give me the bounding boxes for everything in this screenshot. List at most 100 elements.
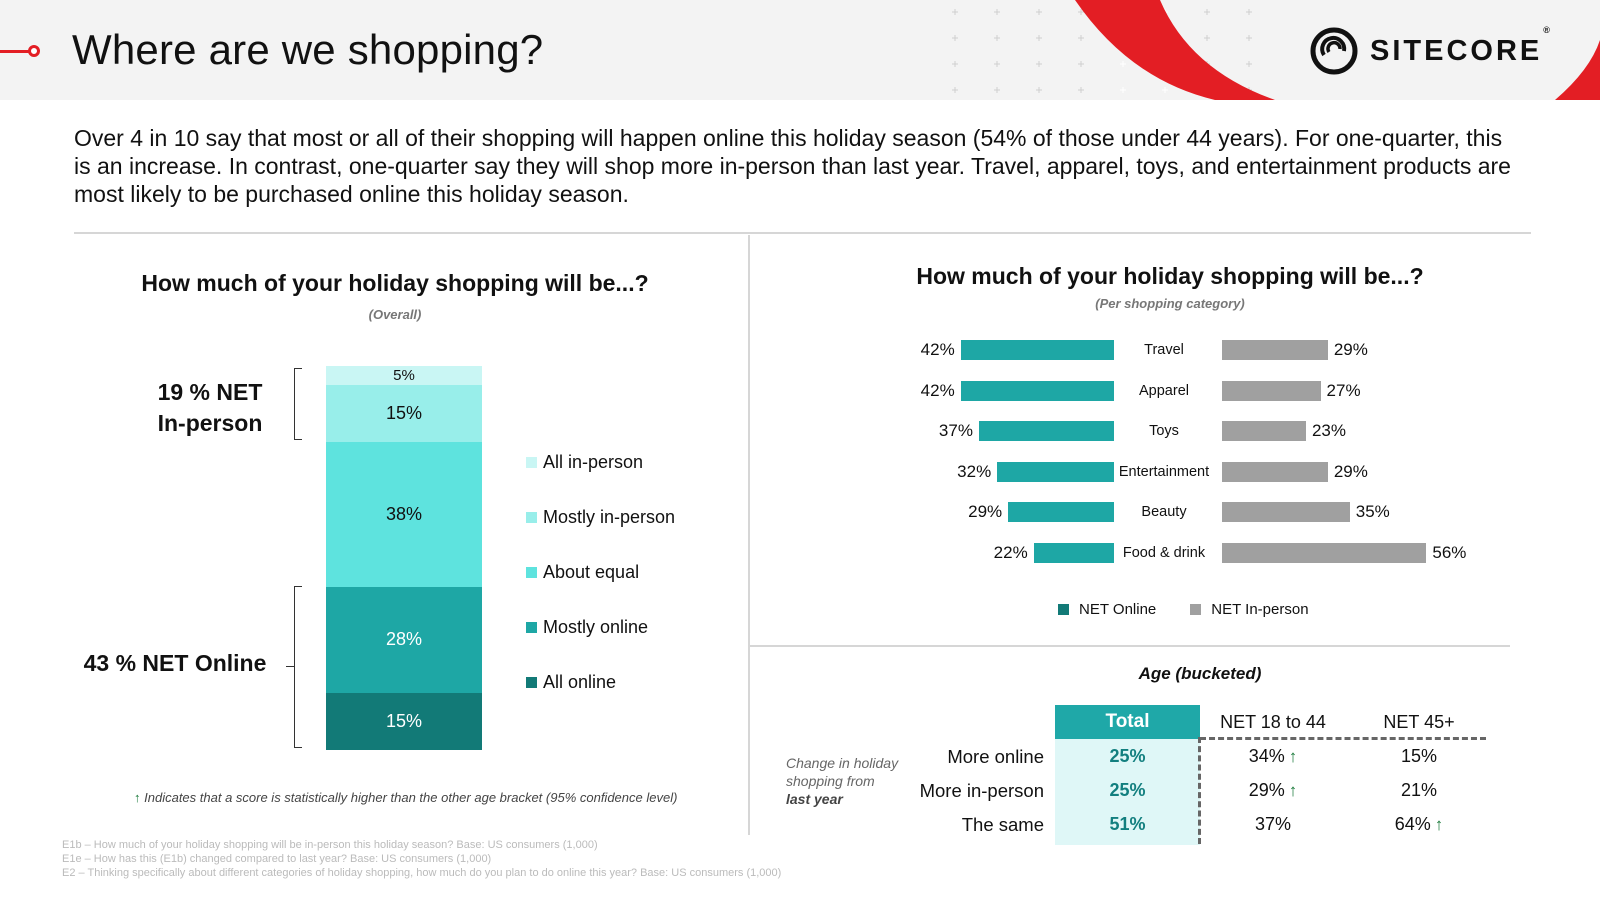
table-cell: 15% — [1349, 746, 1489, 767]
table-header-total: Total — [1055, 705, 1200, 739]
logo-registered-mark: ® — [1543, 24, 1553, 35]
value-label-net-online: 37% — [938, 421, 973, 440]
source-note: E2 – Thinking specifically about differe… — [62, 867, 782, 879]
plus-mark — [1120, 87, 1126, 93]
significance-arrow-icon: ↑ — [1288, 781, 1298, 800]
footnote-text: Indicates that a score is statistically … — [144, 790, 678, 805]
legend-item-mostly-online: Mostly online — [526, 617, 648, 638]
divider-vertical — [748, 235, 750, 835]
plus-mark — [1036, 61, 1042, 67]
divider-right-middle — [750, 645, 1510, 647]
source-note: E1e – How has this (E1b) changed compare… — [62, 853, 492, 865]
plus-mark — [1204, 35, 1210, 41]
category-row-food-and-drink: 22% Food & drink 56% — [900, 542, 1520, 563]
value-label-net-online: 42% — [920, 380, 955, 400]
table-cell: 25% — [1055, 780, 1200, 801]
legend-item-all-in-person: All in-person — [526, 452, 643, 473]
bar-net-in-person — [1222, 340, 1328, 360]
significance-footnote: ↑ Indicates that a score is statisticall… — [134, 790, 677, 805]
plus-pattern — [952, 9, 1252, 93]
plus-mark — [1036, 35, 1042, 41]
page-title: Where are we shopping? — [72, 26, 544, 73]
right-chart-legend: NET Online NET In-person — [1058, 601, 1309, 618]
legend-label: About equal — [543, 562, 640, 582]
left-chart-title: How much of your holiday shopping will b… — [141, 270, 649, 296]
significance-arrow-icon: ↑ — [1434, 815, 1444, 834]
plus-mark — [1246, 9, 1252, 15]
bar-net-in-person — [1222, 502, 1350, 522]
row-group-label-line-3: last year — [786, 791, 843, 807]
value-label-net-in-person: 56% — [1432, 542, 1467, 562]
legend-label: Mostly online — [543, 617, 649, 637]
red-arc-decoration — [1075, 0, 1275, 100]
legend-label: Mostly in-person — [543, 507, 676, 527]
legend-swatch — [526, 622, 537, 633]
category-row-toys: 37% Toys 23% — [900, 421, 1520, 441]
source-notes: E1b – How much of your holiday shopping … — [62, 838, 781, 880]
net-in-person-label: 19 % NET In-person — [157, 379, 263, 436]
stack-value-label: 15% — [385, 403, 423, 424]
bar-net-online — [1008, 502, 1114, 522]
bracket-online-tick — [286, 666, 294, 667]
plus-mark — [952, 87, 958, 93]
table-cell: 34% ↑ — [1203, 746, 1343, 767]
row-group-label-line-2: shopping from — [786, 773, 875, 789]
table-row-label-the-same: The same — [961, 814, 1044, 835]
plus-mark — [952, 9, 958, 15]
table-cell: 25% — [1055, 746, 1200, 767]
accent-line — [0, 50, 36, 53]
value-label-net-online: 29% — [968, 502, 1003, 521]
stack-segment-all-in-person: 5% — [326, 366, 482, 386]
bracket-in-person — [294, 368, 302, 440]
stack-segment-all-online: 15% — [326, 692, 482, 750]
category-label: Apparel — [1139, 382, 1189, 399]
legend-item-all-online: All online — [526, 672, 616, 693]
plus-mark — [1120, 61, 1126, 67]
source-note: E1b – How much of your holiday shopping … — [62, 839, 598, 851]
bar-net-online — [1033, 542, 1114, 563]
plus-mark — [994, 9, 1000, 15]
table-dashed-rule-horizontal — [1200, 737, 1486, 740]
category-label: Travel — [1144, 342, 1184, 358]
category-label: Entertainment — [1118, 463, 1210, 480]
legend-swatch — [526, 677, 537, 688]
table-cell: 64% ↑ — [1349, 814, 1489, 835]
value-label-net-online: 32% — [957, 461, 992, 481]
table-cell: 37% — [1203, 814, 1343, 835]
legend-item-net-online: NET Online — [1058, 601, 1156, 618]
table-dashed-rule-vertical — [1198, 737, 1201, 844]
plus-mark — [1078, 35, 1084, 41]
table-row-label-more-in-person: More in-person — [919, 780, 1044, 801]
logo-wordmark: SITECORE® — [1370, 24, 1553, 67]
plus-mark — [1162, 87, 1168, 93]
accent-dot — [28, 45, 40, 57]
right-chart-subtitle: (Per shopping category) — [1095, 296, 1245, 311]
header-band: Where are we shopping? SITECORE® — [0, 0, 1600, 100]
age-table-title: Age (bucketed) — [1138, 664, 1262, 683]
bar-net-in-person — [1222, 461, 1328, 482]
category-row-travel: 42% Travel 29% — [900, 340, 1520, 360]
table-cell-value: 64% — [1394, 814, 1431, 834]
table-header-18-to-44: NET 18 to 44 — [1220, 712, 1326, 732]
footnote-arrow: ↑ — [134, 790, 141, 805]
legend-swatch — [526, 457, 537, 468]
stacked-column: 15% 28% 38% 15% 5% — [326, 366, 482, 750]
table-cell-value: 25% — [1109, 780, 1146, 800]
plus-mark — [1204, 9, 1210, 15]
stack-value-label: 38% — [385, 503, 423, 524]
legend-swatch — [526, 512, 537, 523]
plus-mark — [994, 61, 1000, 67]
intro-paragraph: Over 4 in 10 say that most or all of the… — [74, 125, 1511, 207]
legend-label: All in-person — [543, 452, 644, 472]
bracket-online — [294, 586, 302, 748]
plus-mark — [1078, 87, 1084, 93]
table-header-45-plus: NET 45+ — [1383, 712, 1455, 732]
category-row-entertainment: 32% Entertainment 29% — [900, 461, 1520, 482]
row-group-label-line-1: Change in holiday — [786, 755, 899, 771]
plus-mark — [952, 35, 958, 41]
bar-net-in-person — [1222, 380, 1321, 401]
plus-mark — [1246, 35, 1252, 41]
bar-net-in-person — [1222, 421, 1306, 441]
table-cell: 21% — [1349, 780, 1489, 801]
left-chart-subtitle: (Overall) — [368, 307, 422, 322]
